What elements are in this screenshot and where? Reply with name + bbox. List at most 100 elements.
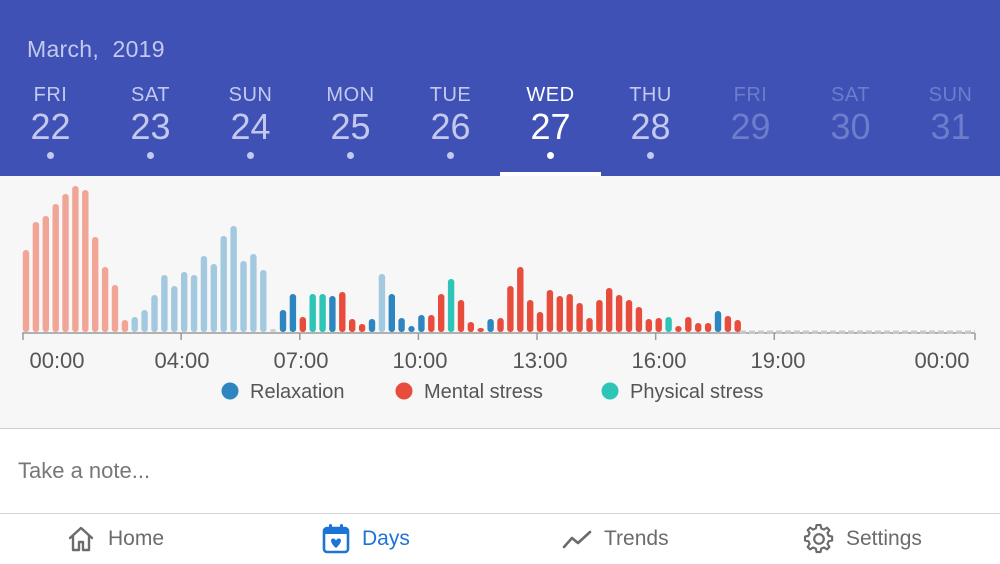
day-number: 23 (130, 106, 171, 147)
bottom-tab-bar: Home Days Trends (0, 513, 1000, 564)
day-item-sun-24[interactable]: SUN 24 (200, 80, 301, 176)
legend-label: Mental stress (424, 381, 543, 403)
day-number: 30 (830, 106, 871, 147)
chart-bar (566, 294, 573, 332)
day-of-week: SAT (131, 84, 170, 106)
day-item-fri-22[interactable]: FRI 22 (0, 80, 101, 176)
day-number: 31 (930, 106, 971, 147)
x-axis-ticks (22, 333, 976, 340)
data-dot (347, 152, 354, 159)
day-number: 25 (330, 106, 371, 147)
chart-bar (655, 318, 662, 332)
day-number: 27 (530, 106, 571, 147)
chart-bar (398, 318, 405, 332)
day-of-week: SAT (831, 84, 870, 106)
tab-days[interactable]: Days (322, 514, 410, 564)
chart-bar (181, 272, 188, 332)
day-of-week: TUE (429, 84, 472, 106)
stress-chart-panel: 00:00 04:00 07:00 10:00 13:00 16:00 19:00 00:00… (0, 176, 1000, 428)
x-tick-label: 04:00 (154, 348, 209, 373)
chart-bar (171, 286, 178, 332)
chart-bar (546, 290, 554, 332)
day-of-week: WED (526, 84, 575, 106)
tab-label: Settings (846, 527, 922, 550)
day-item-sun-31[interactable]: SUN 31 (900, 80, 1000, 176)
tab-label: Days (362, 527, 410, 550)
chart-bar (447, 279, 455, 332)
chart-bar (408, 326, 415, 332)
day-number: 22 (30, 106, 71, 147)
date-header: March, 2019 FRI 22 SAT 23 SUN 24 MON 25 TUE 2… (0, 0, 1000, 176)
month-label: March, 2019 (27, 36, 165, 62)
legend-swatch (221, 382, 239, 400)
chart-bar (586, 318, 593, 332)
day-of-week: MON (326, 84, 375, 106)
chart-bar (438, 294, 445, 332)
day-item-thu-28[interactable]: THU 28 (600, 80, 701, 176)
chart-bar (141, 310, 148, 332)
chart-bar (339, 292, 346, 332)
data-dot (447, 152, 454, 159)
chart-bar (606, 288, 613, 332)
chart-bar (22, 250, 30, 332)
chart-bar (269, 329, 277, 332)
x-axis-tick-labels: 00:00 04:00 07:00 10:00 13:00 16:00 19:00 00:00 (29, 348, 969, 373)
chart-bar (358, 324, 366, 332)
data-dot (247, 152, 254, 159)
day-item-mon-25[interactable]: MON 25 (300, 80, 401, 176)
chart-bar (695, 323, 702, 332)
chart-bar (250, 254, 257, 332)
chart-bar (279, 310, 287, 332)
tab-trends[interactable]: Trends (562, 514, 669, 564)
chart-bar (190, 275, 198, 332)
tab-settings[interactable]: Settings (804, 514, 922, 564)
tab-label: Home (108, 527, 165, 550)
tab-label: Trends (604, 527, 669, 550)
gear-icon (804, 524, 834, 554)
stress-bar-chart: 00:00 04:00 07:00 10:00 13:00 16:00 19:00 00:00… (22, 186, 976, 403)
chart-bar (289, 294, 297, 332)
chart-bar (161, 275, 168, 332)
legend-swatch (395, 382, 413, 400)
chart-bar (82, 190, 89, 332)
x-tick-label: 13:00 (512, 348, 567, 373)
day-item-sat-30[interactable]: SAT 30 (800, 80, 901, 176)
chart-bar (210, 264, 217, 332)
chart-bar (645, 319, 652, 332)
home-icon (66, 524, 96, 554)
chart-bar (230, 226, 237, 332)
chart-bar (309, 294, 316, 332)
day-item-sat-23[interactable]: SAT 23 (100, 80, 201, 176)
chart-bar (329, 296, 336, 332)
chart-bar (665, 317, 672, 332)
chart-bar (32, 222, 40, 332)
chart-bar (527, 300, 534, 332)
chart-bar (260, 270, 267, 332)
chart-bar (319, 294, 326, 332)
chart-bar (615, 295, 623, 332)
chart-bar (220, 236, 227, 332)
day-item-tue-26[interactable]: TUE 26 (400, 80, 501, 176)
chart-bar (428, 315, 435, 332)
chart-bar (92, 237, 99, 332)
data-dot (647, 152, 654, 159)
day-item-wed-27[interactable]: WED 27 (500, 80, 601, 176)
tab-home[interactable]: Home (66, 514, 164, 564)
chart-bar (52, 204, 59, 332)
chart-bar (734, 320, 741, 332)
day-number: 24 (230, 106, 271, 147)
chart-bar (477, 328, 484, 332)
day-of-week: FRI (33, 84, 68, 106)
chart-bar (507, 286, 514, 332)
note-input[interactable] (18, 453, 968, 489)
legend-label: Relaxation (250, 381, 345, 403)
chart-bar (714, 311, 722, 332)
day-item-fri-29[interactable]: FRI 29 (700, 80, 801, 176)
calendar-heart-icon (322, 523, 350, 555)
chart-bar (576, 303, 583, 332)
chart-bar (704, 323, 712, 332)
chart-bar (517, 267, 524, 332)
day-number: 28 (630, 106, 671, 147)
chart-bar (111, 285, 119, 332)
trend-line-icon (562, 524, 592, 554)
